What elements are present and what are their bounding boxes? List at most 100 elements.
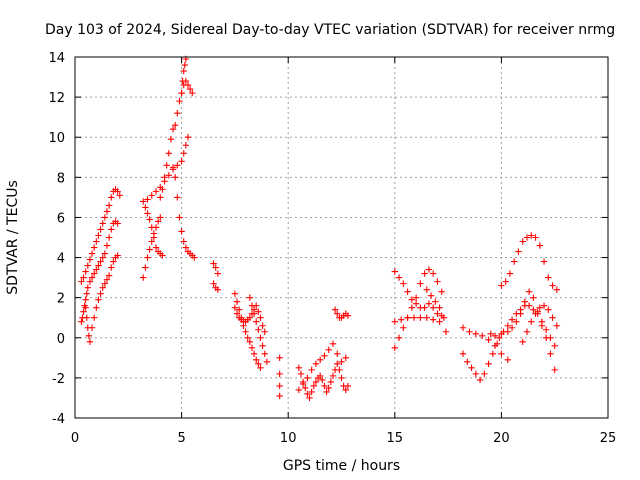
data-point: [182, 142, 190, 149]
data-point: [174, 162, 181, 169]
series-arc-19: [391, 268, 445, 319]
data-point: [508, 324, 516, 331]
data-point: [152, 224, 160, 231]
data-point: [114, 188, 121, 195]
data-point: [308, 366, 315, 374]
data-point: [523, 328, 531, 335]
data-point: [434, 278, 441, 285]
data-point: [184, 81, 192, 89]
data-point: [442, 328, 450, 335]
data-point: [334, 360, 341, 368]
data-point: [182, 244, 190, 251]
data-point: [510, 258, 518, 265]
data-point: [180, 150, 187, 157]
data-point: [432, 298, 439, 305]
data-point: [84, 262, 91, 269]
data-point: [97, 290, 104, 297]
data-point: [532, 234, 539, 241]
data-point: [231, 304, 239, 311]
data-point: [246, 338, 254, 345]
data-point: [148, 192, 155, 199]
data-point: [93, 304, 100, 311]
data-point: [504, 322, 511, 329]
data-point: [116, 192, 123, 199]
data-point: [519, 238, 526, 245]
data-point: [82, 304, 89, 311]
data-point: [180, 67, 187, 75]
data-point: [140, 198, 147, 205]
data-point: [99, 220, 106, 227]
x-tick-label: 0: [71, 431, 79, 446]
data-point: [438, 288, 445, 295]
data-point: [436, 318, 443, 325]
data-point: [180, 238, 187, 245]
data-point: [391, 268, 398, 275]
data-point: [547, 350, 554, 358]
data-point: [148, 238, 155, 245]
data-point: [312, 378, 320, 386]
series-arc-3: [82, 252, 121, 345]
data-point: [105, 272, 113, 279]
data-point: [165, 172, 173, 179]
data-point: [491, 342, 499, 349]
data-point: [95, 296, 102, 303]
plot-frame: [74, 56, 609, 419]
data-point: [489, 350, 497, 358]
data-point: [429, 316, 437, 323]
data-point: [108, 194, 115, 201]
data-point: [179, 77, 186, 85]
data-point: [253, 318, 260, 325]
data-point: [103, 242, 111, 249]
data-point: [528, 318, 535, 325]
series-arc-22: [423, 286, 448, 321]
data-point: [504, 356, 511, 364]
data-point: [395, 334, 403, 341]
series-arc-10: [210, 260, 222, 277]
data-point: [464, 358, 471, 366]
data-point: [295, 364, 303, 372]
data-point: [302, 384, 309, 392]
data-point: [95, 262, 102, 269]
data-point: [485, 360, 492, 368]
data-point: [276, 370, 283, 378]
data-point: [191, 254, 198, 261]
data-point: [498, 282, 505, 289]
data-point: [235, 306, 243, 313]
series-arc-20: [391, 266, 445, 352]
data-point: [506, 270, 514, 277]
data-point: [551, 366, 558, 374]
data-point: [78, 318, 85, 325]
data-point: [485, 336, 492, 343]
axis-ticks: 0 5 10 15 20 25 -4 -2 0 2 4 6 8 10 12 14: [48, 51, 616, 446]
data-point: [551, 342, 558, 349]
series-arc-7: [157, 77, 196, 201]
data-point: [545, 274, 552, 281]
data-point: [244, 334, 251, 341]
data-point: [261, 328, 268, 335]
data-point: [212, 264, 219, 271]
data-point: [103, 276, 111, 283]
data-point: [440, 314, 448, 321]
data-point: [255, 360, 262, 368]
data-point: [108, 226, 115, 233]
data-point: [144, 210, 151, 217]
data-point: [421, 304, 428, 311]
y-axis-label: SDTVAR / TECUs: [5, 180, 21, 295]
series-arc-27: [504, 288, 558, 374]
data-point: [404, 314, 411, 321]
y-tick-label: 14: [48, 51, 65, 66]
data-point: [144, 254, 151, 261]
data-point: [90, 244, 98, 251]
series-arc-18: [331, 306, 352, 321]
data-point: [101, 280, 109, 287]
data-point: [327, 378, 335, 386]
data-point: [233, 298, 241, 305]
data-point: [80, 308, 87, 315]
data-point: [536, 242, 543, 249]
data-point: [423, 286, 430, 293]
data-point: [436, 304, 443, 311]
data-point: [325, 346, 332, 354]
data-point: [400, 324, 407, 331]
data-point: [99, 254, 106, 261]
data-point: [176, 214, 183, 221]
